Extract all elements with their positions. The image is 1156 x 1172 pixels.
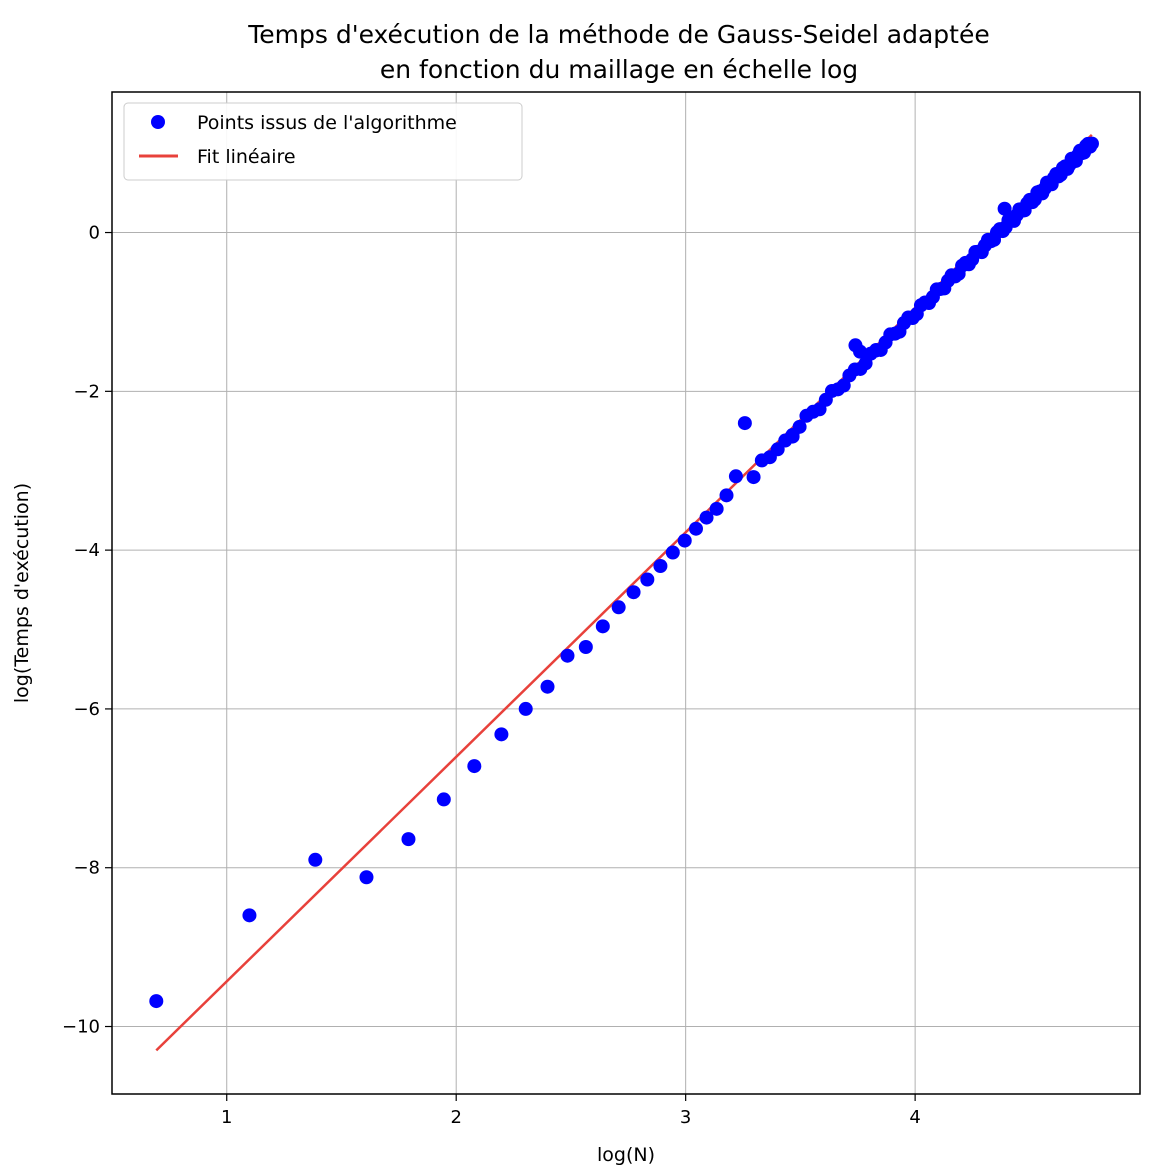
grid — [112, 92, 1140, 1094]
plot-frame — [111, 91, 1141, 1095]
y-tick-label: −8 — [73, 858, 100, 879]
data-point — [677, 533, 692, 548]
legend-box — [123, 102, 523, 181]
data-point — [746, 470, 761, 485]
data-point — [308, 852, 323, 867]
y-axis-label: log(Temps d'exécution) — [11, 483, 33, 703]
legend-marker-points — [151, 115, 165, 129]
chart-title-line-2: en fonction du maillage en échelle log — [380, 55, 858, 84]
data-point — [719, 488, 734, 503]
data-point — [709, 501, 724, 516]
data-point — [626, 585, 641, 600]
data-point — [665, 545, 680, 560]
x-axis-label: log(N) — [597, 1144, 655, 1166]
data-point — [611, 600, 626, 615]
data-point — [436, 792, 451, 807]
legend-label-fit: Fit linéaire — [197, 146, 296, 168]
y-tick-label: −10 — [62, 1017, 100, 1038]
data-point — [1084, 136, 1099, 151]
data-point — [869, 343, 884, 358]
data-point — [997, 201, 1012, 216]
x-tick-label: 4 — [909, 1107, 920, 1128]
data-point — [494, 727, 509, 742]
x-tick-label: 1 — [221, 1107, 232, 1128]
data-point — [792, 419, 807, 434]
data-point — [518, 701, 533, 716]
y-tick-label: −4 — [73, 540, 100, 561]
data-point — [401, 832, 416, 847]
chart-title-line-1: Temps d'exécution de la méthode de Gauss… — [247, 20, 989, 49]
data-point — [149, 994, 164, 1009]
data-point — [737, 416, 752, 431]
legend: Points issus de l'algorithme Fit linéair… — [123, 102, 523, 181]
y-tick-label: −2 — [73, 381, 100, 402]
x-tick-label: 2 — [450, 1107, 461, 1128]
data-point — [699, 510, 714, 525]
legend-label-points: Points issus de l'algorithme — [197, 112, 457, 134]
data-point — [640, 572, 655, 587]
data-point — [653, 559, 668, 573]
data-point — [728, 469, 743, 484]
data-point — [578, 639, 593, 654]
data-point — [467, 759, 482, 774]
data-point — [242, 908, 257, 923]
data-point — [853, 344, 868, 359]
data-point — [540, 679, 555, 694]
y-tick-label: −6 — [73, 699, 100, 720]
data-point — [560, 648, 575, 663]
data-point — [359, 870, 374, 885]
x-tick-label: 3 — [680, 1107, 691, 1128]
data-point — [688, 521, 703, 536]
scatter-points — [149, 136, 1099, 1009]
x-ticks: 1 2 3 4 — [221, 1094, 921, 1128]
data-point — [595, 619, 610, 634]
y-ticks: 0 −2 −4 −6 −8 −10 — [62, 223, 112, 1038]
y-tick-label: 0 — [89, 223, 100, 244]
